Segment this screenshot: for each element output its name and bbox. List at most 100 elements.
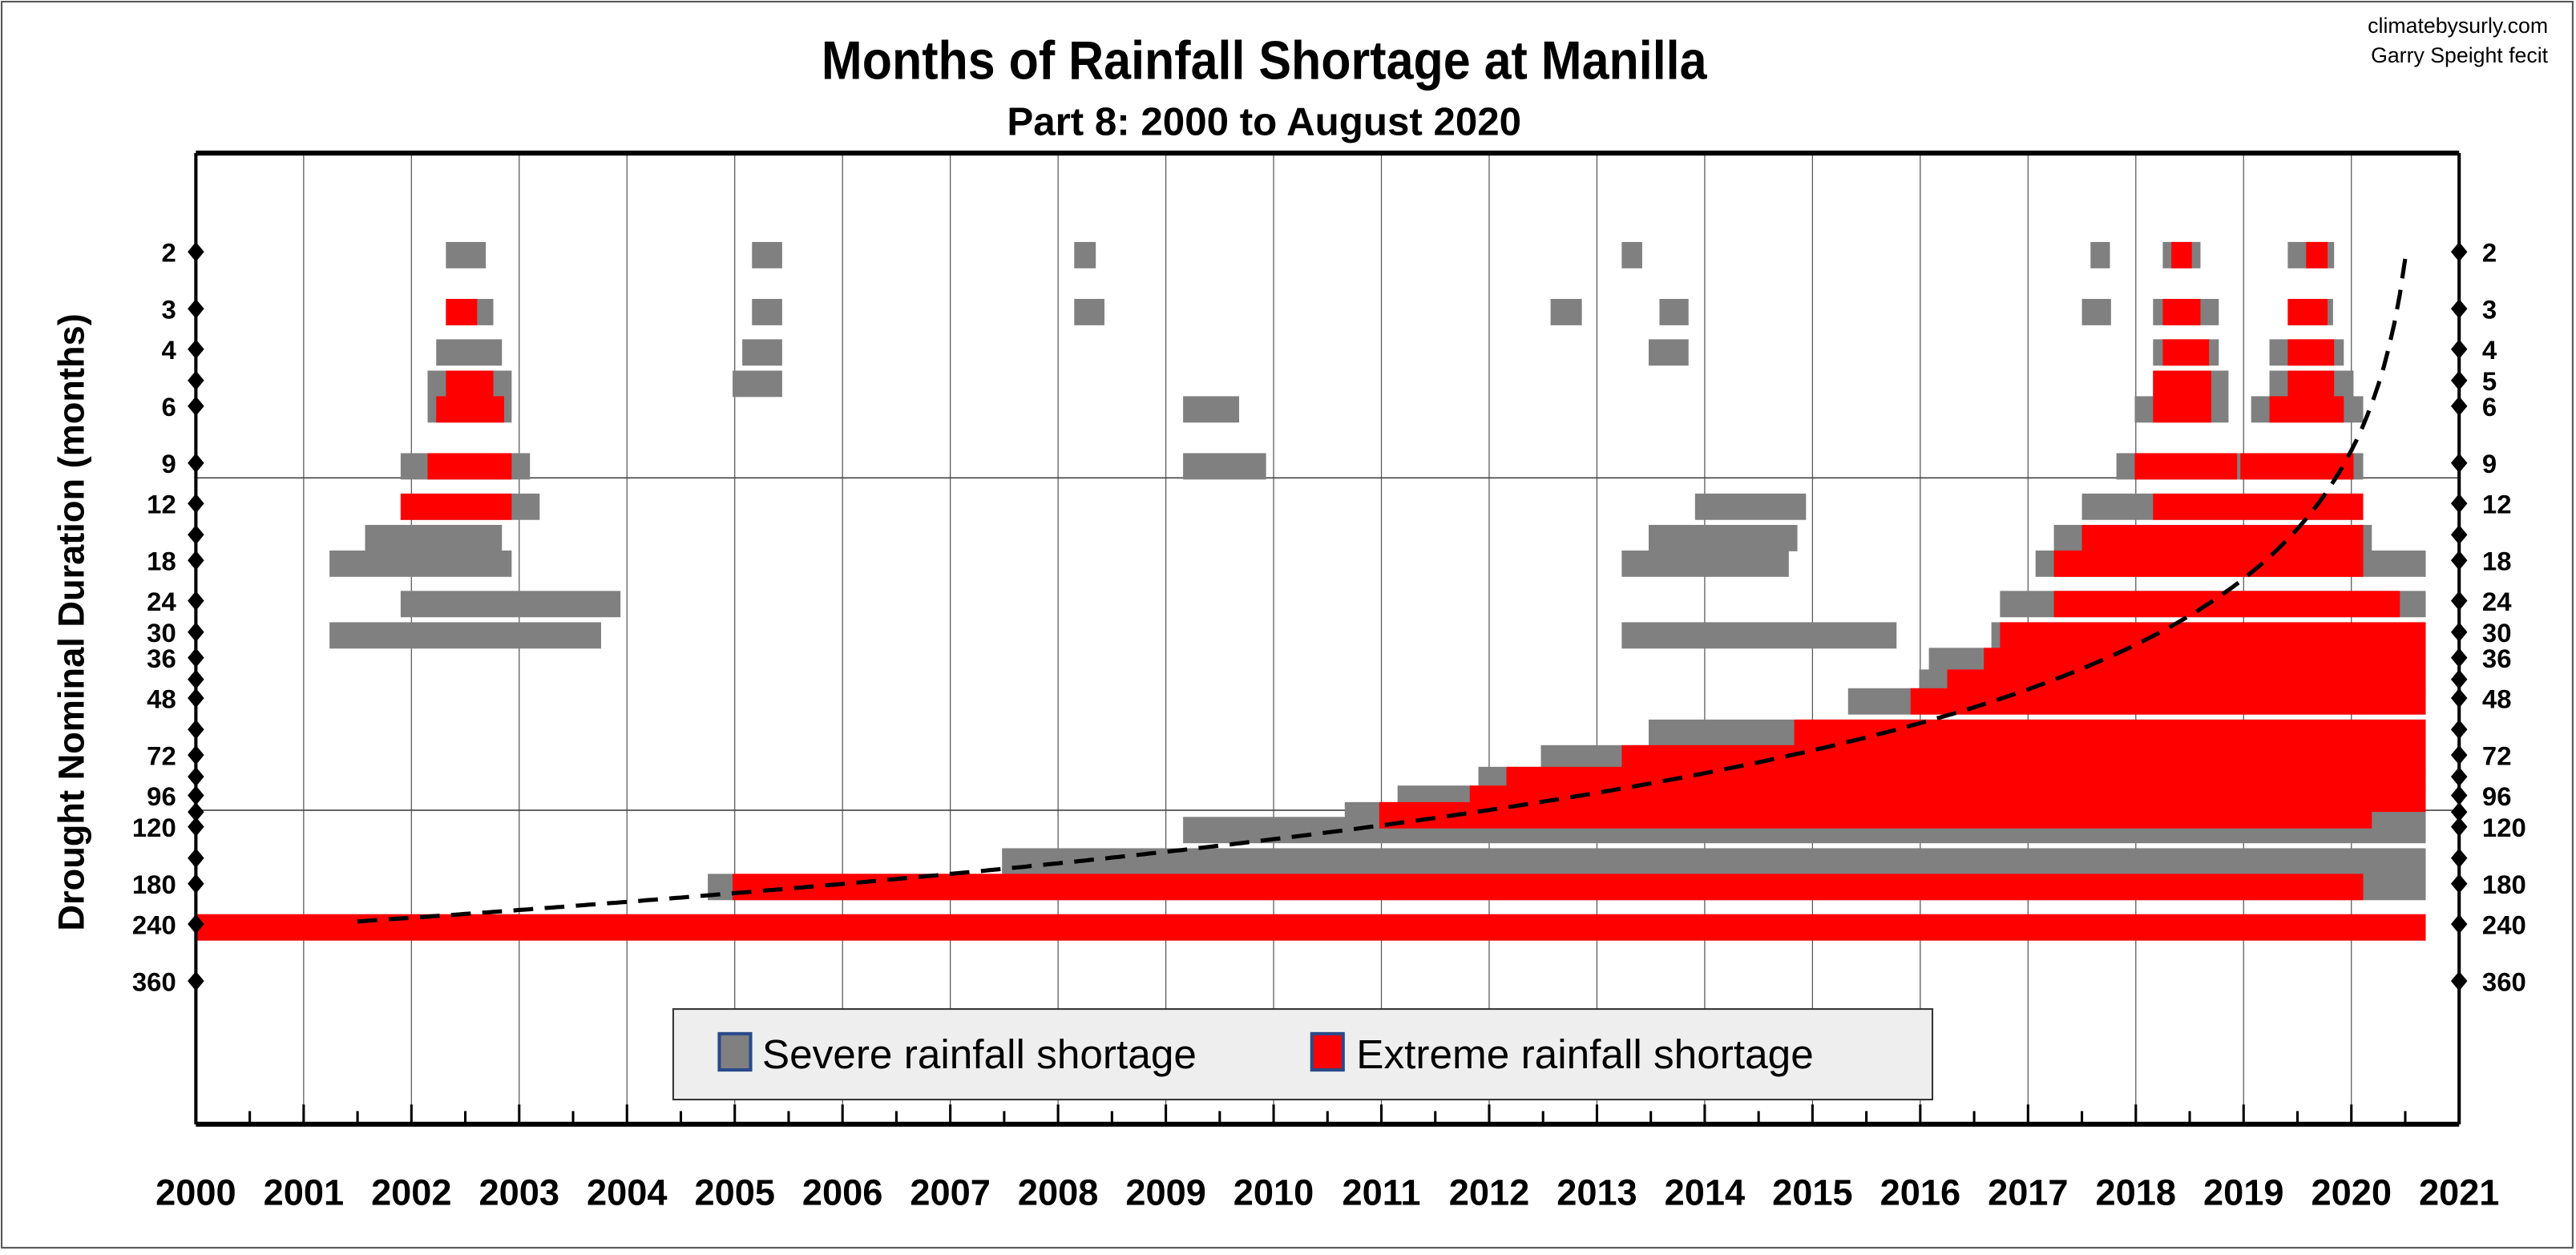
reference-curve-line [357, 257, 2408, 924]
severe-bar [1659, 298, 1689, 325]
legend-swatch-extreme [1310, 1031, 1345, 1072]
credit-author: Garry Speight fecit [2371, 43, 2549, 67]
extreme-bar [436, 396, 504, 423]
extreme-bar [733, 874, 2364, 901]
x-tick-label: 2018 [2096, 1172, 2176, 1213]
extreme-bar [1794, 719, 2426, 746]
y-tick-label-left: 30 [147, 618, 176, 648]
y-tick-label-right: 4 [2482, 335, 2497, 365]
y-tick-diamond-icon [2450, 648, 2468, 668]
severe-bar [1648, 524, 1798, 551]
y-tick-diamond-icon [2450, 298, 2468, 319]
y-tick-diamond-icon [2450, 453, 2468, 474]
y-tick-diamond-icon [188, 745, 204, 765]
y-tick-diamond-icon [188, 719, 204, 740]
extreme-bar [2081, 524, 2364, 551]
y-tick-diamond-icon [2450, 396, 2468, 417]
y-axis-label: Drought Nominal Duration (months) [51, 313, 92, 930]
x-tick-label: 2003 [479, 1172, 559, 1213]
severe-bar [1648, 339, 1689, 366]
y-tick-diamond-icon [2450, 817, 2468, 837]
x-tick-label: 2008 [1018, 1172, 1098, 1213]
y-tick-diamond-icon [188, 370, 204, 391]
bars-group [196, 241, 2426, 941]
y-tick-label-left: 72 [147, 740, 176, 770]
extreme-bar [2162, 339, 2210, 366]
y-tick-diamond-icon [188, 914, 204, 934]
extreme-bar [2240, 453, 2354, 480]
y-tick-diamond-icon [188, 766, 204, 787]
extreme-bar [2053, 550, 2364, 577]
y-tick-diamond-icon [2450, 493, 2468, 514]
severe-bar [1074, 241, 1096, 268]
y-tick-diamond-icon [188, 874, 204, 894]
x-tick-label: 2015 [1772, 1172, 1852, 1213]
x-tick-label: 2004 [587, 1172, 667, 1213]
severe-bar [752, 241, 782, 268]
y-tick-diamond-icon [188, 241, 204, 262]
legend-label-severe: Severe rainfall shortage [762, 1031, 1197, 1077]
x-tick-label: 2013 [1557, 1172, 1637, 1213]
extreme-bar [1910, 688, 2426, 715]
y-tick-diamond-icon [2450, 745, 2468, 765]
legend: Severe rainfall shortage Extreme rainfal… [672, 1008, 1934, 1101]
y-tick-label-left: 6 [161, 392, 176, 422]
x-tick-label: 2020 [2311, 1172, 2391, 1213]
x-tick-label: 2010 [1233, 1172, 1314, 1213]
y-tick-label-right: 3 [2482, 295, 2497, 325]
extreme-bar [2269, 396, 2344, 423]
y-tick-diamond-icon [188, 817, 204, 837]
x-tick-label: 2006 [802, 1172, 882, 1213]
extreme-bar [2306, 241, 2328, 268]
x-tick-label: 2002 [371, 1172, 451, 1213]
y-tick-label-right: 24 [2482, 587, 2512, 616]
severe-bar [1074, 298, 1104, 325]
y-tick-diamond-icon [2450, 550, 2468, 571]
y-tick-label-left: 36 [147, 644, 176, 673]
severe-bar [733, 370, 782, 397]
extreme-bar [427, 453, 512, 480]
y-tick-diamond-icon [2450, 370, 2468, 391]
y-tick-diamond-icon [188, 648, 204, 668]
extreme-bar [400, 493, 512, 520]
y-tick-label-right: 48 [2482, 684, 2512, 713]
y-tick-label-left: 2 [161, 238, 176, 268]
extreme-bar [2287, 339, 2335, 366]
extreme-bar [446, 370, 494, 397]
y-tick-diamond-icon [188, 848, 204, 869]
credit-site: climatebysurly.com [2368, 14, 2548, 38]
severe-bar [1183, 396, 1240, 423]
y-tick-label-right: 72 [2482, 740, 2512, 770]
y-tick-diamond-icon [2450, 848, 2468, 869]
legend-box [672, 1008, 1934, 1101]
y-tick-diamond-icon [2450, 874, 2468, 894]
extreme-bar [196, 914, 2426, 941]
severe-bar [436, 339, 503, 366]
y-tick-label-left: 180 [132, 870, 176, 899]
y-tick-diamond-icon [2450, 591, 2468, 611]
y-tick-label-left: 96 [147, 781, 176, 811]
severe-bar [1550, 298, 1582, 325]
y-tick-label-left: 12 [147, 490, 176, 519]
y-tick-diamond-icon [2450, 785, 2468, 805]
y-tick-diamond-icon [188, 453, 204, 474]
y-tick-diamond-icon [188, 801, 204, 822]
severe-bar [1621, 622, 1897, 649]
extreme-bar [2171, 241, 2192, 268]
y-tick-label-left: 3 [161, 295, 176, 325]
severe-bar [329, 550, 512, 577]
severe-bar [742, 339, 782, 366]
y-tick-label-left: 48 [147, 684, 176, 713]
x-tick-label: 2019 [2203, 1172, 2283, 1213]
y-tick-label-right: 240 [2482, 910, 2526, 939]
x-tick-label: 2007 [910, 1172, 990, 1213]
y-tick-diamond-icon [188, 688, 204, 708]
x-tick-label: 2014 [1665, 1172, 1745, 1213]
extreme-bar [2153, 396, 2211, 423]
y-tick-diamond-icon [2450, 688, 2468, 708]
y-tick-label-right: 36 [2482, 644, 2512, 673]
severe-bar [329, 622, 601, 649]
x-tick-label: 2009 [1125, 1172, 1205, 1213]
y-tick-diamond-icon [188, 785, 204, 805]
reference-curve-group [357, 257, 2408, 924]
